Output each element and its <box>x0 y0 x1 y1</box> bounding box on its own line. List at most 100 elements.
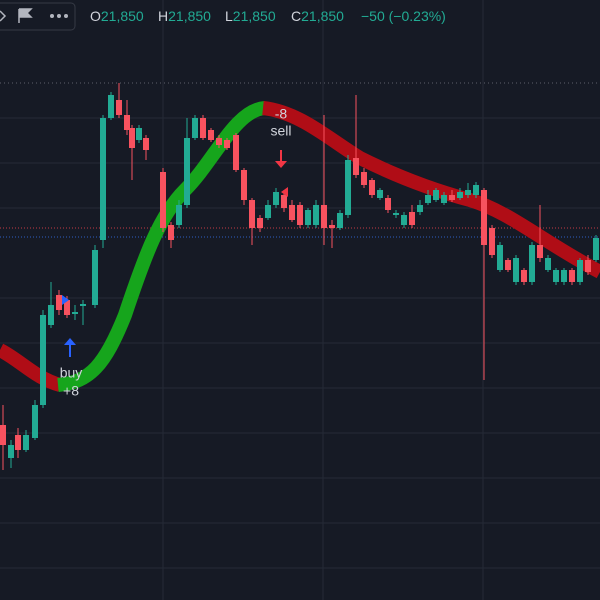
dot <box>64 14 68 18</box>
candle-body <box>192 118 198 138</box>
candle-body <box>216 138 222 145</box>
candle-body <box>577 260 583 282</box>
candle-body <box>345 160 351 215</box>
toolbar: O21,850 H21,850 L21,850 C21,850 −50 (−0.… <box>0 2 446 31</box>
candle-body <box>257 218 263 228</box>
candle-body <box>100 118 106 240</box>
more-icon[interactable] <box>50 14 68 18</box>
candle-body <box>200 118 206 138</box>
candle-body <box>168 225 174 240</box>
buy-qty: +8 <box>63 383 79 399</box>
candle-body <box>23 435 29 450</box>
candle-body <box>553 270 559 282</box>
candle-body <box>449 195 455 200</box>
candle-body <box>497 245 503 270</box>
toolbar-box <box>0 2 76 31</box>
candle-body <box>208 130 214 140</box>
candle-body <box>521 270 527 282</box>
candle-body <box>289 205 295 220</box>
candle-body <box>15 435 21 450</box>
buy-label: buy <box>60 365 83 381</box>
candle-body <box>401 215 407 225</box>
candle-body <box>305 210 311 225</box>
candle-body <box>0 425 6 445</box>
candle-body <box>441 195 447 203</box>
candle-body <box>160 172 166 228</box>
candle-body <box>64 300 70 315</box>
candle-body <box>593 238 599 260</box>
ohlc-value: 21,850 <box>101 8 144 24</box>
candle-body <box>545 258 551 270</box>
dot <box>50 14 54 18</box>
flag-icon[interactable] <box>18 8 33 23</box>
candle-body <box>529 245 535 282</box>
candle-body <box>92 250 98 305</box>
ohlc-label: H <box>158 8 168 24</box>
candle-body <box>393 213 399 215</box>
candle-body <box>481 190 487 245</box>
candle-body <box>505 260 511 270</box>
candle-body <box>329 225 335 228</box>
candle-body <box>176 205 182 225</box>
candle-body <box>72 312 78 314</box>
band-up <box>57 101 267 392</box>
candle-body <box>561 270 567 282</box>
candle-body <box>321 205 327 228</box>
candle-body <box>433 190 439 200</box>
candle-body <box>465 190 471 195</box>
candle-body <box>184 138 190 205</box>
candle-body <box>48 305 54 325</box>
ohlc-value: 21,850 <box>301 8 344 24</box>
candle-body <box>143 138 149 150</box>
candle-body <box>337 213 343 228</box>
buy-signal: buy +8 <box>60 338 83 399</box>
candles <box>0 83 599 470</box>
candle-body <box>265 205 271 218</box>
ohlc-value: 21,850 <box>233 8 276 24</box>
sell-qty: -8 <box>275 106 288 122</box>
candle-body <box>585 260 591 272</box>
buy-marker <box>62 295 69 305</box>
sell-marker <box>281 187 288 197</box>
candle-body <box>569 270 575 282</box>
candle-body <box>513 258 519 282</box>
candle-body <box>273 192 279 205</box>
candle-body <box>136 128 142 140</box>
candle-body <box>56 295 62 310</box>
candle-body <box>353 158 359 175</box>
candle-body <box>108 95 114 118</box>
change-value: −50 (−0.23%) <box>361 8 446 24</box>
dot <box>57 14 61 18</box>
candle-body <box>537 245 543 258</box>
band-down <box>261 101 600 279</box>
candle-body <box>124 115 130 130</box>
candle-body <box>281 195 287 208</box>
ohlc-label: L <box>225 8 233 24</box>
candle-body <box>489 228 495 255</box>
candle-body <box>457 192 463 198</box>
buy-arrow-head <box>64 338 76 345</box>
moving-average-band <box>0 101 600 392</box>
candle-body <box>8 445 14 458</box>
candle-body <box>425 195 431 203</box>
candle-body <box>313 205 319 225</box>
candle-body <box>473 185 479 195</box>
candle-body <box>233 135 239 170</box>
sell-arrow-head <box>275 161 287 168</box>
collapse-icon[interactable] <box>0 10 7 22</box>
candle-body <box>409 212 415 225</box>
candle-body <box>385 198 391 210</box>
candle-body <box>129 128 135 148</box>
candle-body <box>369 180 375 195</box>
sell-signal: -8 sell <box>270 106 292 168</box>
candle-body <box>241 170 247 200</box>
candle-body <box>417 205 423 212</box>
candle-body <box>116 100 122 115</box>
candle-body <box>32 405 38 438</box>
candle-body <box>80 304 86 306</box>
candle-body <box>224 140 230 148</box>
ohlc-text: O21,850 H21,850 L21,850 C21,850 −50 (−0.… <box>90 8 446 24</box>
